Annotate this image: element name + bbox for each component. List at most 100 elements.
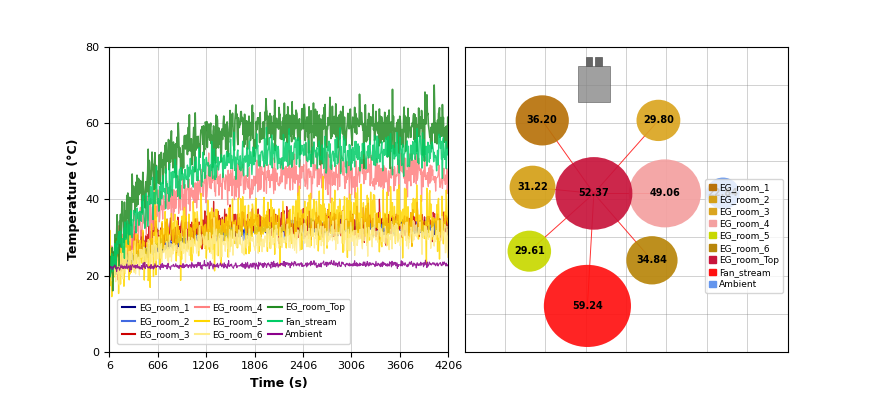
Legend: EG_room_1, EG_room_2, EG_room_3, EG_room_4, EG_room_5, EG_room_6, EG_room_Top, F: EG_room_1, EG_room_2, EG_room_3, EG_room… bbox=[117, 299, 350, 344]
EG_room_4 bbox=[104, 261, 115, 266]
EG_room_Top bbox=[410, 139, 421, 144]
EG_room_5 bbox=[212, 231, 222, 236]
EG_room_Top bbox=[108, 288, 118, 293]
Ambient bbox=[104, 266, 115, 271]
EG_room_1 bbox=[212, 229, 222, 233]
Text: 52.37: 52.37 bbox=[578, 188, 609, 198]
EG_room_3 bbox=[374, 197, 385, 201]
EG_room_3 bbox=[410, 228, 421, 233]
Circle shape bbox=[706, 178, 739, 209]
Fan_stream bbox=[104, 269, 115, 274]
EG_room_Top bbox=[429, 83, 439, 87]
Circle shape bbox=[556, 157, 633, 229]
EG_room_4 bbox=[410, 166, 421, 171]
Line: EG_room_6: EG_room_6 bbox=[109, 211, 448, 286]
EG_room_4 bbox=[113, 278, 123, 282]
EG_room_2 bbox=[369, 224, 380, 229]
Line: EG_room_5: EG_room_5 bbox=[109, 177, 448, 297]
Text: 22.84: 22.84 bbox=[708, 188, 738, 198]
EG_room_6 bbox=[187, 252, 198, 256]
EG_room_5 bbox=[200, 222, 211, 227]
EG_room_2 bbox=[108, 275, 118, 279]
EG_room_5 bbox=[104, 267, 115, 271]
X-axis label: Time (s): Time (s) bbox=[250, 377, 308, 390]
Line: Fan_stream: Fan_stream bbox=[109, 127, 448, 276]
EG_room_1 bbox=[336, 213, 346, 218]
Circle shape bbox=[515, 95, 569, 145]
Text: 31.22: 31.22 bbox=[517, 182, 548, 192]
Circle shape bbox=[629, 160, 701, 228]
Line: EG_room_Top: EG_room_Top bbox=[109, 85, 448, 291]
EG_room_4 bbox=[187, 196, 198, 201]
Line: EG_room_4: EG_room_4 bbox=[109, 143, 448, 280]
EG_room_1 bbox=[110, 272, 121, 277]
EG_room_1 bbox=[187, 235, 198, 240]
Ambient bbox=[410, 262, 421, 267]
EG_room_1 bbox=[200, 233, 211, 237]
Fan_stream bbox=[212, 164, 222, 169]
EG_room_Top bbox=[327, 104, 338, 109]
EG_room_1 bbox=[104, 267, 115, 272]
EG_room_4 bbox=[327, 171, 338, 176]
EG_room_5 bbox=[318, 174, 328, 179]
Ambient bbox=[368, 262, 379, 267]
EG_room_3 bbox=[104, 273, 115, 278]
Ambient bbox=[200, 262, 211, 267]
EG_room_2 bbox=[187, 241, 198, 245]
EG_room_2 bbox=[443, 227, 453, 232]
EG_room_6 bbox=[104, 260, 115, 265]
EG_room_3 bbox=[187, 235, 198, 240]
FancyBboxPatch shape bbox=[585, 56, 592, 66]
Line: EG_room_1: EG_room_1 bbox=[109, 215, 448, 275]
Line: Ambient: Ambient bbox=[109, 260, 448, 271]
Ambient bbox=[327, 262, 338, 267]
EG_room_6 bbox=[200, 234, 211, 239]
EG_room_2 bbox=[212, 231, 222, 236]
EG_room_3 bbox=[211, 234, 221, 239]
Ambient bbox=[111, 269, 122, 274]
Fan_stream bbox=[369, 163, 380, 167]
Text: 29.80: 29.80 bbox=[643, 115, 674, 125]
EG_room_5 bbox=[107, 294, 117, 299]
EG_room_4 bbox=[443, 169, 453, 174]
Text: 34.84: 34.84 bbox=[636, 255, 668, 265]
Circle shape bbox=[626, 236, 677, 284]
Legend: EG_room_1, EG_room_2, EG_room_3, EG_room_4, EG_room_5, EG_room_6, EG_room_Top, F: EG_room_1, EG_room_2, EG_room_3, EG_room… bbox=[705, 179, 783, 293]
EG_room_1 bbox=[443, 225, 453, 230]
Text: 49.06: 49.06 bbox=[649, 188, 680, 198]
FancyBboxPatch shape bbox=[578, 66, 610, 102]
Circle shape bbox=[636, 100, 681, 141]
EG_room_5 bbox=[327, 217, 338, 222]
Ambient bbox=[212, 265, 222, 269]
EG_room_3 bbox=[443, 214, 453, 219]
EG_room_1 bbox=[327, 217, 338, 222]
EG_room_Top bbox=[187, 153, 198, 158]
EG_room_3 bbox=[326, 219, 337, 224]
Fan_stream bbox=[200, 173, 211, 177]
EG_room_6 bbox=[212, 252, 222, 257]
Fan_stream bbox=[410, 137, 421, 142]
EG_room_6 bbox=[443, 228, 453, 232]
Fan_stream bbox=[327, 149, 338, 154]
EG_room_6 bbox=[369, 227, 380, 231]
Ambient bbox=[187, 262, 198, 267]
EG_room_Top bbox=[104, 258, 115, 263]
EG_room_2 bbox=[362, 215, 373, 220]
EG_room_2 bbox=[200, 228, 211, 233]
Fan_stream bbox=[443, 145, 453, 150]
EG_room_6 bbox=[338, 209, 348, 213]
EG_room_6 bbox=[115, 283, 125, 288]
Y-axis label: Temperature (°C): Temperature (°C) bbox=[67, 139, 80, 260]
EG_room_3 bbox=[368, 216, 378, 221]
Circle shape bbox=[507, 231, 551, 272]
EG_room_5 bbox=[443, 222, 453, 227]
Line: EG_room_2: EG_room_2 bbox=[109, 217, 448, 277]
EG_room_1 bbox=[369, 222, 380, 227]
EG_room_1 bbox=[410, 225, 421, 230]
EG_room_6 bbox=[410, 224, 421, 229]
Line: EG_room_3: EG_room_3 bbox=[109, 199, 448, 276]
Text: 29.61: 29.61 bbox=[514, 246, 545, 256]
Ambient bbox=[420, 258, 430, 263]
EG_room_5 bbox=[410, 209, 421, 214]
EG_room_2 bbox=[104, 271, 115, 276]
